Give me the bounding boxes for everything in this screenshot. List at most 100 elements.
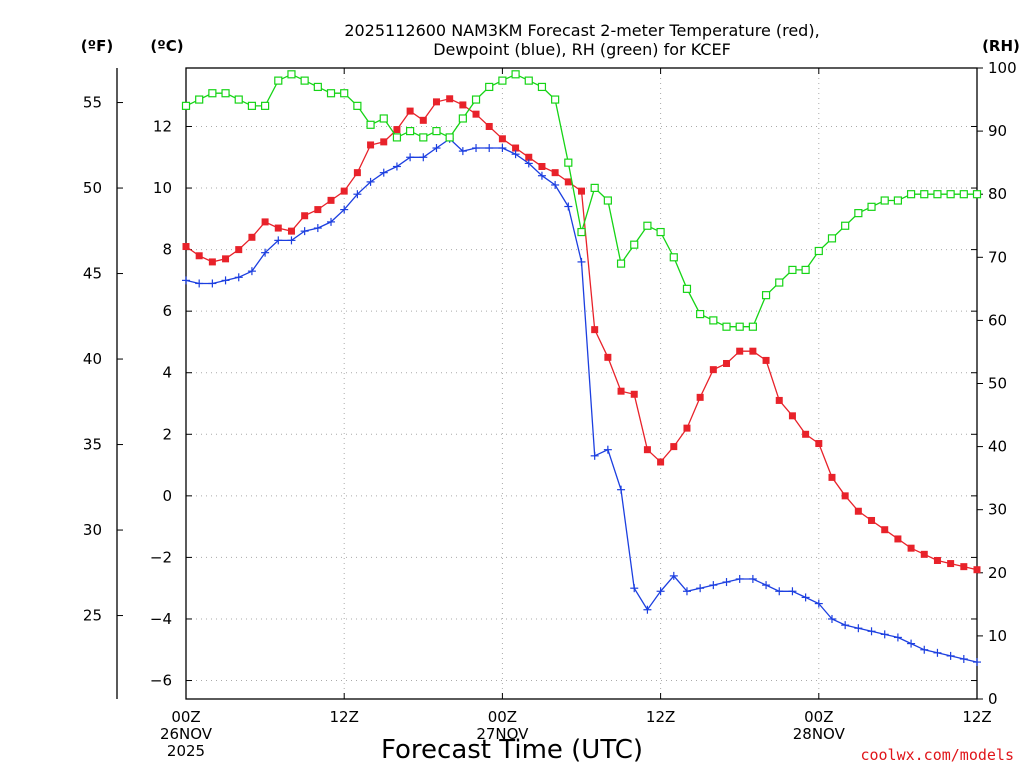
fahrenheit-tick-label: 40 (83, 350, 102, 368)
dewpoint-point (564, 202, 573, 211)
dewpoint-point (722, 578, 731, 587)
temperature-point (208, 258, 216, 266)
rh-tick-label: 60 (988, 311, 1007, 329)
temperature-point (419, 116, 427, 124)
dewpoint-point (907, 639, 916, 648)
x-axis-title: Forecast Time (UTC) (381, 735, 643, 765)
celsius-tick-label: 6 (162, 302, 172, 320)
temperature-point (446, 95, 454, 103)
temperature-point (459, 101, 467, 109)
fahrenheit-tick-label: 50 (83, 179, 102, 197)
rh-tick-label: 20 (988, 564, 1007, 582)
rh-point (972, 190, 982, 199)
dewpoint-point (327, 217, 336, 226)
rh-point (419, 133, 428, 142)
temperature-point (920, 550, 928, 558)
dewpoint-point (247, 267, 256, 276)
temperature-point (248, 233, 256, 241)
dewpoint-point (590, 451, 599, 460)
rh-point (247, 101, 257, 110)
rh-point (656, 227, 665, 237)
temperature-point (696, 393, 704, 401)
dewpoint-point (617, 485, 626, 494)
temperature-point (195, 252, 203, 260)
temperature-point (657, 458, 665, 466)
rh-tick-label: 90 (988, 122, 1007, 140)
rh-point (274, 76, 283, 85)
dewpoint-point (406, 153, 415, 162)
x-tick-label: 27NOV (476, 725, 529, 743)
dewpoint-point (353, 190, 362, 199)
dewpoint-point (261, 248, 270, 257)
rh-point (841, 221, 850, 230)
rh-point (326, 89, 336, 98)
temperature-point (723, 359, 731, 367)
dewpoint-point (419, 153, 428, 162)
dewpoint-point (801, 593, 810, 602)
temperature-point (314, 206, 322, 214)
rh-point (827, 234, 837, 243)
celsius-tick-label: 12 (153, 117, 172, 135)
rh-point (234, 95, 243, 104)
rh-point (959, 190, 968, 199)
dewpoint-point (195, 279, 204, 288)
dewpoint-point (392, 162, 401, 171)
dewpoint-point (537, 171, 546, 180)
rh-point (379, 114, 388, 123)
dewpoint-point (748, 574, 757, 583)
dewpoint-point (893, 633, 902, 642)
chart-title-line-1: 2025112600 NAM3KM Forecast 2-meter Tempe… (344, 21, 819, 40)
dewpoint-point (432, 144, 441, 153)
x-tick-label: 12Z (962, 708, 991, 726)
x-tick-label: 12Z (646, 708, 675, 726)
temperature-point (854, 507, 862, 515)
rh-point (564, 158, 573, 167)
temperature-point (564, 178, 572, 186)
temperature-point (947, 560, 955, 568)
rh-point (761, 291, 771, 300)
x-tick-label: 12Z (330, 708, 359, 726)
dewpoint-point (775, 587, 784, 596)
temperature-point (367, 141, 375, 149)
dewpoint-point (524, 159, 533, 168)
temperature-point (591, 326, 599, 334)
rh-unit-label: (RH) (982, 37, 1020, 55)
temperature-point (868, 516, 876, 524)
celsius-tick-label: 2 (162, 425, 172, 443)
rh-point (814, 246, 823, 256)
dewpoint-point (735, 574, 744, 583)
temperature-point (841, 492, 849, 500)
rh-tick-label: 30 (988, 501, 1007, 519)
temperature-point (670, 443, 678, 451)
x-tick-label: 28NOV (793, 725, 846, 743)
temperature-point (261, 218, 269, 226)
dewpoint-point (880, 630, 889, 639)
temperature-point (736, 347, 744, 355)
dewpoint-point (682, 587, 691, 596)
rh-tick-label: 50 (988, 375, 1007, 393)
rh-point (603, 196, 612, 205)
dewpoint-point (933, 648, 942, 657)
dewpoint-point (577, 257, 586, 266)
rh-point (511, 70, 520, 79)
rh-point (682, 284, 692, 293)
temperature-point (525, 153, 533, 161)
rh-point (353, 101, 362, 110)
rh-point (735, 322, 744, 331)
rh-point (946, 190, 955, 199)
rh-point (445, 133, 454, 142)
rh-point (392, 133, 402, 142)
dewpoint-point (234, 273, 243, 282)
temperature-point (762, 356, 770, 364)
dewpoint-point (511, 150, 520, 159)
rh-tick-label: 70 (988, 248, 1007, 266)
temperature-point (643, 446, 651, 454)
rh-point (867, 202, 876, 211)
temperature-point (472, 110, 480, 118)
fahrenheit-tick-label: 35 (83, 436, 102, 454)
temperature-point (604, 353, 612, 361)
credit-text: coolwx.com/models (860, 746, 1014, 764)
temperature-point (512, 144, 520, 152)
rh-point (313, 82, 322, 92)
